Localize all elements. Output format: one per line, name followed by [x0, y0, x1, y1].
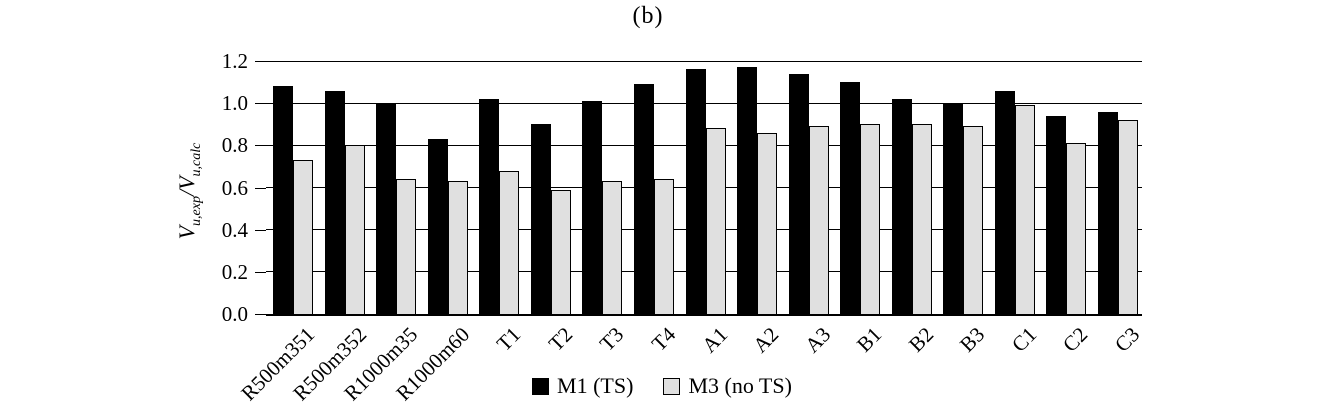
legend-swatch-m1 — [532, 377, 550, 395]
y-tick-label-0.8: 0.8 — [221, 133, 248, 158]
bar-m1-B3 — [943, 103, 964, 314]
y-tick-0.8 — [255, 145, 266, 147]
legend-item-m3: M3 (no TS) — [663, 374, 792, 398]
bar-m3-R1000m35 — [396, 179, 417, 314]
bar-m3-A1 — [705, 128, 726, 314]
bar-m3-B2 — [911, 124, 932, 314]
legend-label-m3: M3 (no TS) — [688, 373, 792, 398]
y-tick-1.2 — [255, 61, 266, 62]
legend-label-m1: M1 (TS) — [557, 373, 634, 398]
bar-m3-C1 — [1014, 105, 1035, 314]
y-tick-label-0.2: 0.2 — [221, 259, 248, 284]
bar-m1-A2 — [737, 67, 758, 314]
y-tick-label-1.2: 1.2 — [221, 49, 248, 73]
bar-m1-T3 — [582, 101, 603, 314]
bar-m3-B1 — [860, 124, 881, 314]
bar-m3-T3 — [602, 181, 623, 314]
gridline-1.2 — [266, 60, 1142, 62]
bar-m3-R1000m60 — [447, 181, 468, 314]
bar-m3-C3 — [1117, 120, 1138, 314]
plot-area — [266, 60, 1142, 316]
bar-m1-R500m351 — [273, 86, 294, 314]
bar-m1-R1000m35 — [376, 103, 397, 314]
y-tick-0.4 — [255, 229, 266, 231]
bar-m1-T2 — [530, 124, 551, 314]
legend-item-m1: M1 (TS) — [532, 374, 633, 398]
bar-m3-R500m351 — [293, 160, 314, 314]
bar-m1-T4 — [633, 84, 654, 314]
bar-m3-A2 — [757, 132, 778, 314]
y-tick-0.2 — [255, 271, 266, 273]
bar-m1-T1 — [479, 98, 500, 314]
y-tick-label-0.0: 0.0 — [221, 302, 248, 326]
bar-m1-B1 — [840, 82, 861, 314]
y-tick-1.0 — [255, 103, 266, 105]
bar-m1-R1000m60 — [427, 139, 448, 314]
bar-m3-T4 — [653, 179, 674, 314]
bar-m1-C3 — [1097, 111, 1118, 314]
y-tick-0.6 — [255, 187, 266, 189]
bar-m3-A3 — [808, 126, 829, 314]
bar-m1-A1 — [685, 69, 706, 314]
bar-m1-C1 — [994, 90, 1015, 314]
y-tick-label-0.6: 0.6 — [221, 175, 248, 200]
y-tick-label-1.0: 1.0 — [221, 91, 248, 116]
y-tick-0.0 — [255, 314, 266, 315]
chart-title: (b) — [632, 3, 664, 29]
legend: M1 (TS) M3 (no TS) — [0, 374, 1324, 398]
bar-m3-T1 — [499, 170, 520, 314]
legend-swatch-m3 — [663, 377, 681, 395]
bar-m1-A3 — [788, 73, 809, 314]
bar-m1-R500m352 — [324, 90, 345, 314]
bar-m3-C2 — [1066, 143, 1087, 314]
bar-m3-T2 — [550, 189, 571, 314]
bar-m3-B3 — [963, 126, 984, 314]
y-tick-label-0.4: 0.4 — [221, 217, 248, 242]
bar-m1-B2 — [891, 98, 912, 314]
bar-m3-R500m352 — [344, 145, 365, 314]
bar-m1-C2 — [1046, 115, 1067, 314]
